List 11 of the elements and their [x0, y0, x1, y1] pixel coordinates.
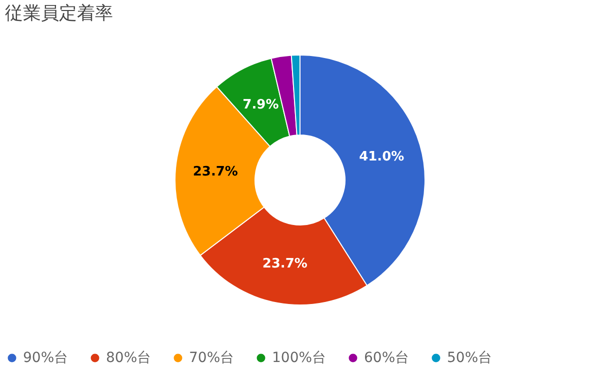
chart-title: 従業員定着率	[5, 3, 113, 24]
data-label: 41.0%	[359, 149, 404, 164]
legend-label: 100%台	[272, 350, 326, 366]
data-label: 7.9%	[242, 98, 279, 113]
data-label: 23.7%	[192, 164, 238, 180]
legend-label: 90%台	[23, 350, 68, 366]
legend-label: 60%台	[364, 350, 410, 366]
legend-label: 80%台	[106, 350, 152, 366]
legend-label: 50%台	[447, 350, 492, 366]
data-label: 23.7%	[262, 256, 308, 272]
legend-label: 70%台	[189, 350, 234, 366]
